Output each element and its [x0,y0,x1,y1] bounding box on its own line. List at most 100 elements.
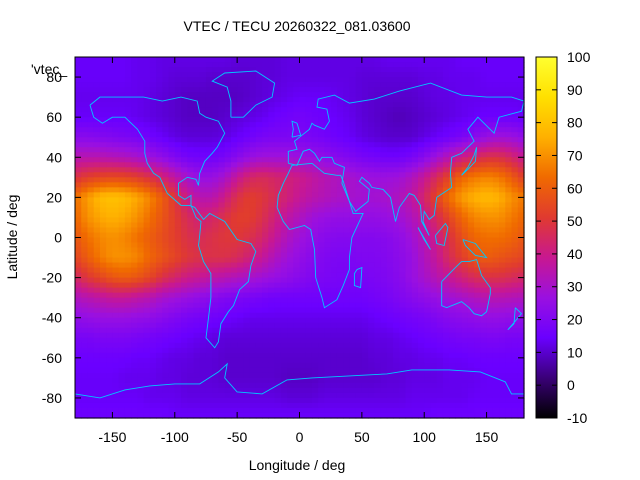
heatmap-cell [424,307,432,314]
heatmap-cell [442,292,450,299]
heatmap-cell [199,247,207,254]
heatmap-cell [237,157,244,163]
heatmap-cell [455,312,463,319]
heatmap-cell [374,187,382,193]
heatmap-cell [380,72,388,78]
heatmap-cell [430,187,438,193]
heatmap-cell [243,277,251,284]
heatmap-cell [193,67,201,73]
heatmap-cell [417,372,425,379]
heatmap-cell [81,292,89,299]
heatmap-cell [467,97,475,103]
heatmap-cell [374,342,382,349]
heatmap-cell [280,112,288,118]
heatmap-cell [361,347,369,354]
heatmap-cell [274,382,282,389]
heatmap-cell [442,362,450,369]
heatmap-cell [237,107,244,113]
heatmap-cell [430,137,438,143]
heatmap-cell [399,282,407,289]
heatmap-cell [318,147,326,153]
heatmap-cell [417,97,425,103]
heatmap-cell [75,62,82,68]
heatmap-cell [280,202,288,209]
heatmap-cell [474,167,481,173]
heatmap-cell [287,347,294,354]
heatmap-cell [436,252,444,259]
heatmap-cell [467,127,475,133]
heatmap-cell [230,317,238,324]
heatmap-cell [349,267,357,274]
heatmap-cell [274,342,282,349]
heatmap-cell [218,312,226,319]
heatmap-cell [417,252,425,259]
heatmap-cell [118,122,126,128]
heatmap-cell [324,377,332,384]
heatmap-cell [430,57,438,63]
heatmap-cell [486,207,494,214]
heatmap-cell [268,87,276,93]
heatmap-cell [181,272,188,279]
heatmap-cell [224,117,232,123]
heatmap-cell [81,162,89,168]
heatmap-cell [75,122,82,128]
heatmap-cell [299,202,307,209]
heatmap-cell [162,347,170,354]
heatmap-cell [299,117,307,123]
heatmap-cell [424,362,432,369]
heatmap-cell [349,367,357,374]
heatmap-cell [318,202,326,209]
heatmap-cell [93,237,101,244]
heatmap-cell [143,322,151,329]
heatmap-cell [280,292,288,299]
heatmap-cell [486,317,494,324]
heatmap-cell [517,352,525,359]
heatmap-cell [87,272,95,279]
heatmap-cell [293,192,301,198]
heatmap-cell [492,127,500,133]
heatmap-cell [424,157,432,163]
heatmap-cell [181,247,188,254]
heatmap-cell [386,187,394,193]
heatmap-cell [143,282,151,289]
heatmap-cell [424,347,432,354]
heatmap-cell [124,357,132,364]
heatmap-cell [280,82,288,88]
heatmap-cell [318,117,326,123]
heatmap-cell [218,252,226,259]
heatmap-cell [287,87,294,93]
heatmap-cell [181,257,188,264]
heatmap-cell [287,392,294,399]
heatmap-cell [224,182,232,188]
heatmap-cell [212,112,220,118]
heatmap-cell [293,237,301,244]
heatmap-cell [205,342,213,349]
heatmap-cell [268,347,276,354]
heatmap-cell [430,142,438,148]
heatmap-cell [212,97,220,103]
heatmap-cell [75,152,82,158]
heatmap-cell [93,307,101,314]
heatmap-cell [324,177,332,183]
heatmap-cell [461,92,469,98]
heatmap-cell [424,152,432,158]
heatmap-cell [143,297,151,304]
heatmap-cell [380,197,388,203]
heatmap-cell [137,122,145,128]
heatmap-cell [268,362,276,369]
heatmap-cell [442,397,450,404]
heatmap-cell [181,77,188,83]
heatmap-cell [474,72,481,78]
heatmap-cell [280,57,288,63]
heatmap-cell [424,232,432,239]
heatmap-cell [305,192,313,198]
heatmap-cell [424,237,432,244]
heatmap-cell [118,162,126,168]
heatmap-cell [124,142,132,148]
heatmap-cell [343,322,350,329]
heatmap-cell [442,187,450,193]
heatmap-cell [455,197,463,203]
heatmap-cell [368,57,375,63]
heatmap-cell [249,247,257,254]
heatmap-cell [162,307,170,314]
